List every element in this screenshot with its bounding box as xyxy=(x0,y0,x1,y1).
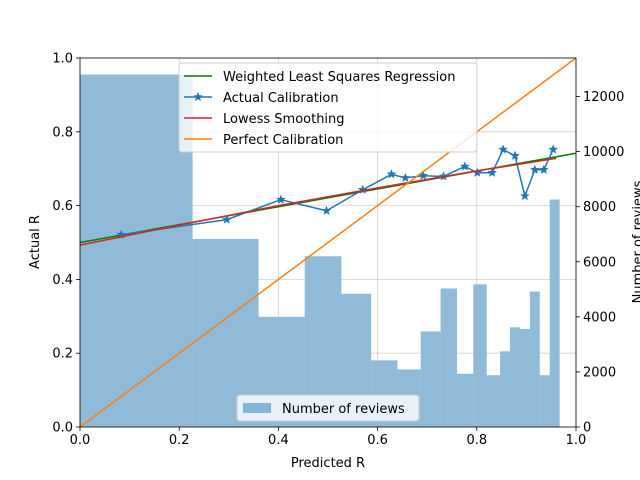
plot-frame xyxy=(79,57,577,428)
legend-label: Lowess Smoothing xyxy=(223,112,345,127)
y-tick-label: 0.2 xyxy=(52,347,73,362)
histogram-bar xyxy=(549,199,560,427)
y-tick-label: 0.0 xyxy=(52,421,73,436)
series-point xyxy=(538,164,549,175)
histogram-bar xyxy=(529,291,540,427)
histogram-bar xyxy=(500,351,511,427)
histogram-bar xyxy=(456,373,474,427)
y-tick-label: 0.4 xyxy=(52,273,73,288)
y2-tick-label: 0 xyxy=(583,421,591,436)
x-tick-label: 0.2 xyxy=(169,433,190,448)
x-axis-label: Predicted R xyxy=(291,456,365,471)
histogram-bar xyxy=(473,284,487,427)
legend-label: Number of reviews xyxy=(282,402,405,417)
series-point xyxy=(548,144,559,154)
series-point xyxy=(221,214,232,224)
series-point xyxy=(487,167,498,177)
series-point xyxy=(472,167,483,177)
x-tick-label: 0.0 xyxy=(70,433,91,448)
series-point xyxy=(510,150,520,161)
y2-tick-label: 4000 xyxy=(583,310,616,325)
x-tick-label: 0.8 xyxy=(466,433,487,448)
y-tick-label: 1.0 xyxy=(52,52,73,67)
y-tick-label: 0.6 xyxy=(52,199,73,214)
y2-tick-label: 6000 xyxy=(583,255,616,270)
series-point xyxy=(459,161,470,171)
legend-box xyxy=(236,394,420,422)
legend-bottom: Number of reviews xyxy=(236,394,420,422)
series-point xyxy=(519,190,530,201)
axes-layer: 0.0 0.2 0.4 0.6 0.8 1.00.00.20.40.60.81.00200… xyxy=(52,52,624,449)
x-tick-label: 0.4 xyxy=(268,433,289,448)
series-point xyxy=(498,144,509,154)
y2-tick-label: 8000 xyxy=(583,200,616,215)
histogram-bar xyxy=(539,375,550,427)
histogram-bar xyxy=(80,74,193,427)
legend-top: Weighted Least Squares Regression Actual … xyxy=(178,62,478,153)
series-point xyxy=(529,164,540,175)
series-point xyxy=(357,184,368,194)
y2-tick-label: 2000 xyxy=(583,365,616,380)
series-line xyxy=(79,157,557,246)
series-layer xyxy=(79,57,577,428)
y2-tick-label: 10000 xyxy=(583,145,624,160)
histogram-bar xyxy=(510,327,520,427)
legend-swatch xyxy=(243,403,271,413)
x-tick-label: 0.6 xyxy=(367,433,388,448)
y2-tick-label: 12000 xyxy=(583,90,624,105)
series-line xyxy=(79,57,577,428)
legend-label: Weighted Least Squares Regression xyxy=(223,70,455,85)
series-line xyxy=(121,148,554,236)
series-point xyxy=(321,205,332,215)
histogram-bar xyxy=(486,375,501,427)
legend-label: Actual Calibration xyxy=(223,91,339,106)
legend-box xyxy=(178,62,478,153)
y2-axis-label: Number of reviews xyxy=(631,180,640,303)
histogram-bar xyxy=(440,288,457,427)
histogram-bar xyxy=(519,328,530,427)
series-point xyxy=(386,169,397,179)
legend-label: Perfect Calibration xyxy=(223,133,343,148)
histogram-bar xyxy=(420,331,441,427)
y-tick-label: 0.8 xyxy=(52,125,73,140)
legend-marker xyxy=(193,91,203,102)
series-point xyxy=(400,172,411,183)
series-point xyxy=(275,194,286,204)
x-tick-label: 1.0 xyxy=(566,433,587,448)
y-axis-label: Actual R xyxy=(28,215,43,269)
